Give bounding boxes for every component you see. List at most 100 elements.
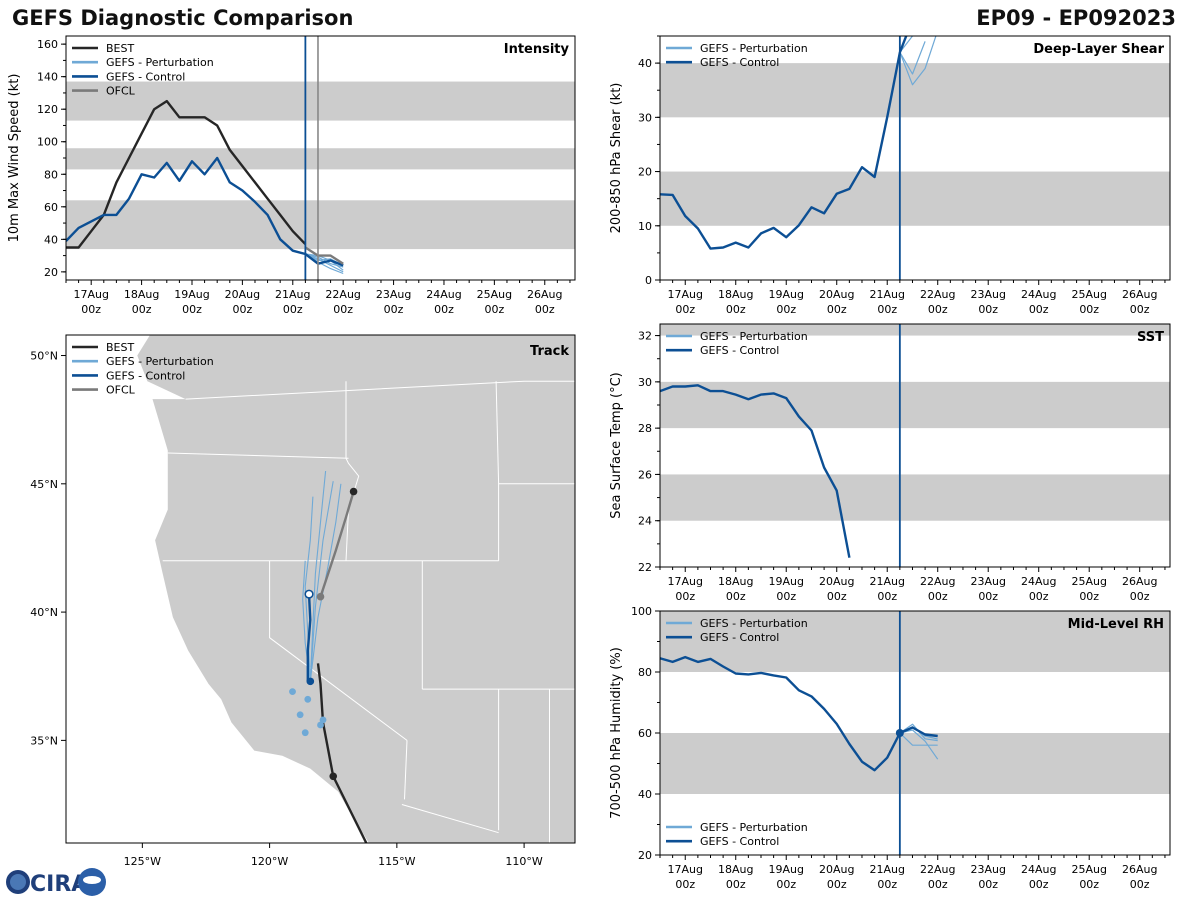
x-tick-label-day: 17Aug: [73, 288, 108, 301]
y-tick-label: 40: [638, 788, 652, 801]
legend-entry: GEFS - Control: [106, 70, 185, 83]
x-tick-label-hour: 00z: [877, 878, 897, 891]
panel-shear: 0 10 20 30 40 17Aug 00z 18Aug 00z 19Aug 00z 20Aug 00…: [609, 35, 1171, 316]
map-frame: [65, 334, 576, 844]
x-tick-label-hour: 00z: [827, 303, 847, 316]
series-line-control: [660, 36, 908, 250]
y-tick-label: 80: [44, 168, 58, 181]
x-tick-label-hour: 00z: [1029, 878, 1049, 891]
y-tick-label: 80: [638, 666, 652, 679]
x-tick-label-day: 22Aug: [920, 863, 955, 876]
x-tick-label-day: 18Aug: [124, 288, 159, 301]
x-tick-label-day: 17Aug: [668, 288, 703, 301]
x-tick-label-day: 22Aug: [920, 288, 955, 301]
state-border: [401, 804, 499, 834]
legend-entry: GEFS - Perturbation: [700, 821, 808, 834]
x-tick-label-hour: 00z: [1130, 878, 1150, 891]
x-tick-label-hour: 00z: [726, 878, 746, 891]
series-group: [66, 99, 344, 275]
x-tick-label-day: 19Aug: [174, 288, 209, 301]
x-tick-label-hour: 00z: [675, 590, 695, 603]
y-tick-label: 100: [37, 136, 58, 149]
track-point-best: [329, 772, 338, 781]
map-x-tick-label: 125°W: [124, 855, 161, 868]
y-tick-label: 40: [638, 57, 652, 70]
series-line-perturbation: [305, 253, 344, 268]
x-tick-label-day: 17Aug: [668, 575, 703, 588]
y-tick-label: 100: [631, 605, 652, 618]
y-tick-label: 40: [44, 233, 58, 246]
y-tick-label: 28: [638, 422, 652, 435]
x-tick-label-hour: 00z: [1130, 303, 1150, 316]
x-tick-label-day: 26Aug: [1122, 863, 1157, 876]
storm-id: EP09 - EP092023: [976, 6, 1176, 30]
track-point-best: [349, 487, 358, 496]
x-tick-label-day: 26Aug: [1122, 575, 1157, 588]
map-y-tick-label: 50°N: [30, 350, 58, 363]
panel-title: SST: [1137, 330, 1164, 345]
page-title: GEFS Diagnostic Comparison: [12, 6, 354, 30]
x-tick-label-day: 23Aug: [970, 288, 1005, 301]
x-tick-label-hour: 00z: [232, 303, 252, 316]
x-tick-label-day: 20Aug: [225, 288, 260, 301]
legend-entry: GEFS - Control: [700, 344, 779, 357]
x-tick-label-day: 26Aug: [1122, 288, 1157, 301]
x-tick-label-hour: 00z: [1029, 590, 1049, 603]
x-tick-label-day: 25Aug: [1071, 863, 1106, 876]
shaded-band: [660, 171, 1170, 226]
x-tick-label-hour: 00z: [333, 303, 353, 316]
shaded-band: [660, 611, 1170, 672]
x-tick-label-hour: 00z: [182, 303, 202, 316]
legend-entry: GEFS - Perturbation: [106, 355, 214, 368]
x-tick-label-hour: 00z: [434, 303, 454, 316]
series-group: [660, 655, 939, 772]
globe-inner: [10, 874, 26, 890]
state-border: [269, 560, 408, 741]
x-tick-label-day: 21Aug: [869, 288, 904, 301]
track-line-control: [306, 594, 312, 682]
x-tick-label-hour: 00z: [675, 303, 695, 316]
legend-entry: GEFS - Control: [106, 369, 185, 382]
x-tick-label-hour: 00z: [978, 303, 998, 316]
x-tick-label-hour: 00z: [877, 303, 897, 316]
track-point-perturbation: [301, 729, 309, 737]
series-line-perturbation: [899, 41, 926, 75]
x-tick-label-hour: 00z: [827, 590, 847, 603]
map-content: [137, 335, 575, 843]
shaded-band: [66, 81, 575, 121]
x-tick-label-hour: 00z: [283, 303, 303, 316]
map-x-tick-label: 110°W: [505, 855, 542, 868]
x-tick-label-hour: 00z: [1130, 590, 1150, 603]
x-tick-label-hour: 00z: [81, 303, 101, 316]
y-axis-label: 200-850 hPa Shear (kt): [609, 83, 624, 234]
series-line-perturbation: [899, 36, 914, 53]
shaded-band: [660, 381, 1170, 429]
track-point-perturbation: [304, 695, 312, 703]
x-tick-label-day: 23Aug: [970, 575, 1005, 588]
y-tick-label: 30: [638, 376, 652, 389]
x-tick-label-day: 25Aug: [477, 288, 512, 301]
shaded-band: [66, 148, 575, 170]
y-axis-label: Sea Surface Temp (°C): [609, 372, 624, 519]
axes-frame: [659, 323, 1171, 568]
x-tick-label-day: 24Aug: [1021, 863, 1056, 876]
track-point-control: [306, 677, 315, 686]
legend-entry: BEST: [106, 341, 134, 354]
legend-entry: GEFS - Perturbation: [700, 330, 808, 343]
x-tick-label-hour: 00z: [1079, 303, 1099, 316]
x-tick-label-day: 26Aug: [527, 288, 562, 301]
x-tick-label-hour: 00z: [827, 878, 847, 891]
shaded-band: [660, 324, 1170, 336]
track-point-perturbation: [296, 711, 304, 719]
x-tick-label-day: 18Aug: [718, 575, 753, 588]
land-area: [137, 335, 575, 843]
track-line-perturbation: [309, 481, 334, 682]
legend-entry: GEFS - Control: [700, 835, 779, 848]
y-tick-label: 30: [638, 111, 652, 124]
series-line-control: [660, 655, 938, 772]
x-tick-label-day: 25Aug: [1071, 575, 1106, 588]
x-tick-label-hour: 00z: [1079, 590, 1099, 603]
series-line-best: [66, 99, 307, 249]
x-tick-label-hour: 00z: [928, 590, 948, 603]
x-tick-label-day: 24Aug: [1021, 575, 1056, 588]
